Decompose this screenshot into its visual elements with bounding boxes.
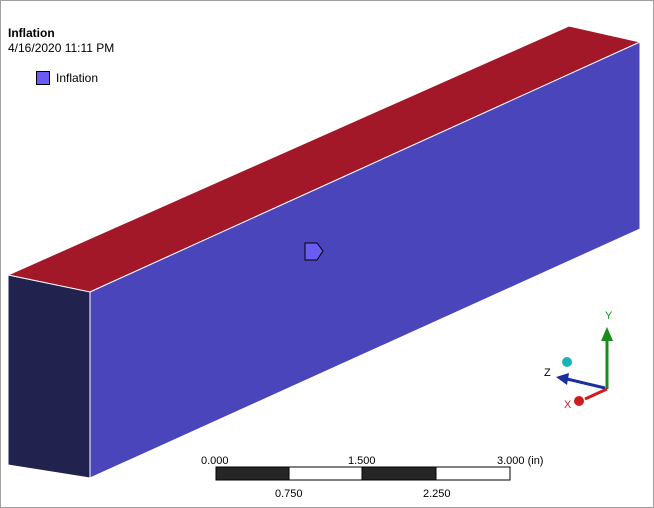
x-axis-label: X: [564, 399, 572, 411]
legend: Inflation: [36, 71, 98, 85]
y-axis-arrowhead: [601, 327, 613, 341]
scale-segment-3: [361, 466, 437, 481]
scale-segment-1: [215, 466, 290, 481]
legend-label: Inflation: [56, 71, 99, 85]
inflation-face-marker[interactable]: [304, 242, 324, 261]
graphics-title: Inflation: [8, 26, 55, 40]
scale-label-0750: 0.750: [275, 488, 303, 500]
y-axis-label: Y: [605, 310, 613, 322]
x-axis-line: [584, 387, 608, 401]
z-axis-label: Z: [544, 367, 551, 379]
z-axis-arrowhead: [556, 373, 569, 385]
graphics-timestamp: 4/16/2020 11:11 PM: [8, 41, 115, 55]
scale-label-1500: 1.500: [348, 455, 376, 467]
z-axis-line: [566, 377, 606, 390]
x-axis-arrowhead: [574, 396, 584, 406]
legend-swatch: [36, 71, 50, 85]
isometric-view-ball[interactable]: [562, 357, 572, 367]
scale-label-3000: 3.000 (in): [497, 455, 543, 467]
scale-label-2250: 2.250: [423, 488, 451, 500]
scale-bar: 0.000 1.500 3.000 (in) 0.750 2.250: [201, 455, 543, 500]
scale-segment-2: [288, 466, 363, 481]
coordinate-triad[interactable]: Y Z X: [544, 310, 613, 411]
box-end-face[interactable]: [7, 274, 91, 479]
scale-label-0: 0.000: [201, 455, 229, 467]
scale-segment-4: [435, 466, 511, 481]
box-front-face[interactable]: [89, 41, 641, 479]
